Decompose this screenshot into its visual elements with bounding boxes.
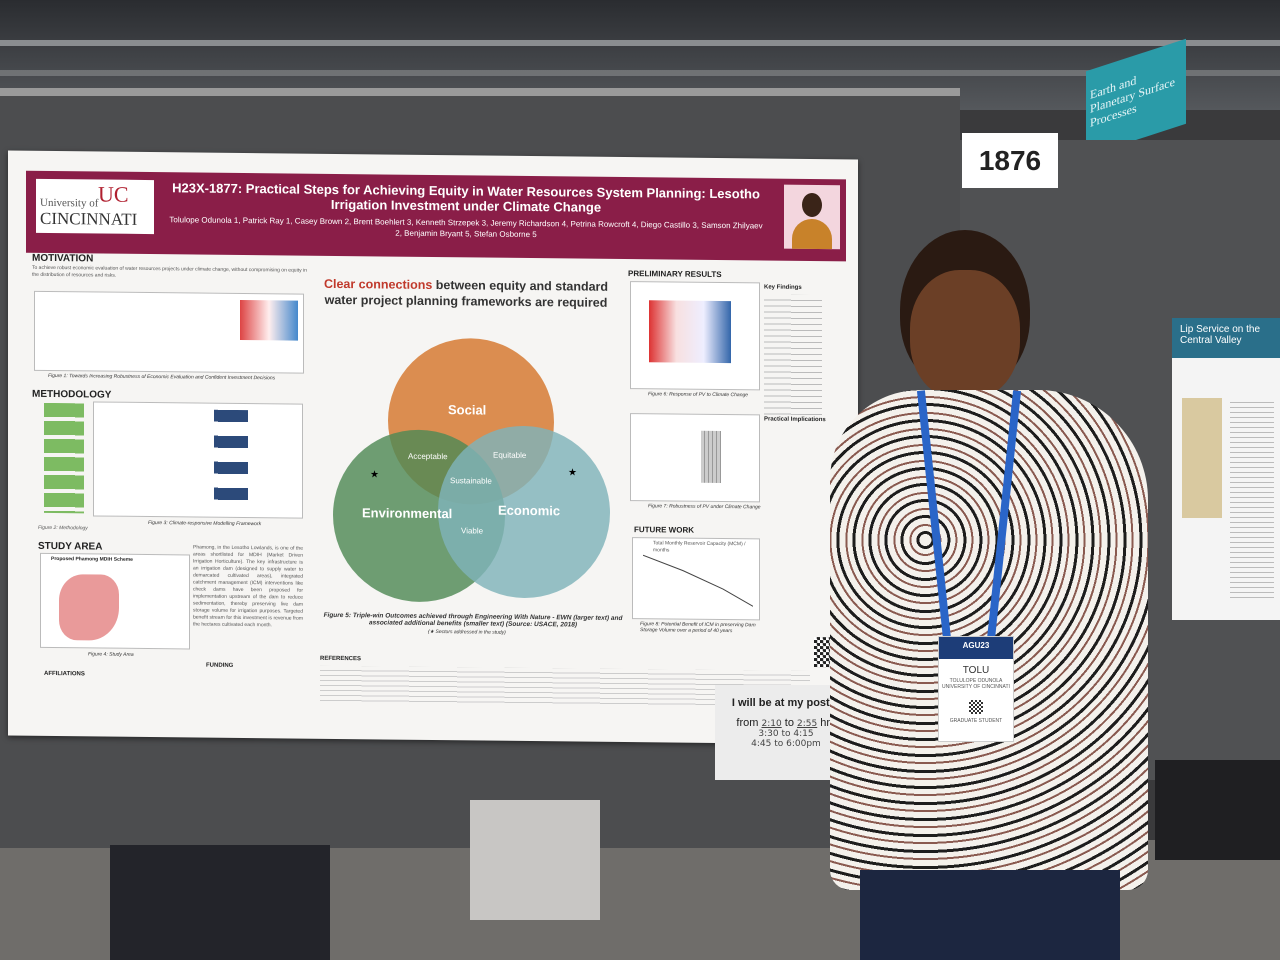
badge-first-name: TOLU xyxy=(962,665,990,676)
map-title: Proposed Phamong MDIH Scheme xyxy=(51,555,133,563)
label-acceptable: Acceptable xyxy=(408,451,448,462)
label-viable: Viable xyxy=(461,526,484,536)
methodology-heading: METHODOLOGY xyxy=(32,388,112,401)
figure-6-caption: Figure 6: Response of PV to Climate Chan… xyxy=(648,391,749,399)
poster-authors: Tolulope Odunola 1, Patrick Ray 1, Casey… xyxy=(169,215,763,240)
figure-1-caption: Figure 1: Towards Increasing Robustness … xyxy=(48,372,276,382)
future-work-heading: FUTURE WORK xyxy=(634,525,694,535)
study-area-map: Proposed Phamong MDIH Scheme xyxy=(40,552,190,650)
poster-title: H23X-1877: Practical Steps for Achieving… xyxy=(172,180,760,215)
figure-6-heatmap xyxy=(649,300,731,364)
preliminary-heading: PRELIMINARY RESULTS xyxy=(628,269,722,280)
logo-line2: CINCINNATI xyxy=(40,208,138,229)
figure-7-caption: Figure 7: Robustness of PV under Climate… xyxy=(648,503,761,511)
badge-organization: UNIVERSITY OF CINCINNATI xyxy=(942,684,1010,690)
figure-3 xyxy=(93,401,303,519)
funding-heading: FUNDING xyxy=(206,662,234,669)
poster-header: UC University of CINCINNATI H23X-1877: P… xyxy=(26,170,846,262)
venn-diagram: Social Environmental Economic Acceptable… xyxy=(328,329,618,603)
presenter-jeans xyxy=(860,870,1120,960)
affiliations-heading: AFFILIATIONS xyxy=(44,670,85,678)
time-slot-3: 4:45 to 6:00pm xyxy=(751,739,821,749)
badge-role: GRADUATE STUDENT xyxy=(949,718,1003,724)
motivation-text: To achieve robust economic evaluation of… xyxy=(32,264,307,279)
methodology-steps xyxy=(44,402,84,514)
figure-4-caption: Figure 4: Study Area xyxy=(88,651,134,658)
label-equitable: Equitable xyxy=(493,450,527,460)
claim-highlight: Clear connections xyxy=(323,276,433,292)
figure-1-heatmap xyxy=(240,299,298,341)
poster: UC University of CINCINNATI H23X-1877: P… xyxy=(8,150,858,745)
star-icon: ★ xyxy=(370,469,379,481)
sign-heading: I will be at my poster xyxy=(731,697,841,709)
passerby-legs xyxy=(470,800,600,920)
map-region xyxy=(59,574,119,641)
figure-3-caption: Figure 3: Climate-responsive Modelling F… xyxy=(148,520,262,528)
end-time: 2:55 xyxy=(797,719,818,729)
passerby-legs xyxy=(1155,760,1280,860)
figure-2-caption: Figure 2: Methodology xyxy=(38,524,88,532)
figure-8-line xyxy=(643,554,753,607)
key-claim: Clear connections between equity and sta… xyxy=(316,276,616,311)
badge-event: AGU23 xyxy=(939,637,1013,659)
figure-5-caption: Figure 5: Triple-win Outcomes achieved t… xyxy=(323,611,623,629)
badge-full-name: TOLULOPE ODUNOLA xyxy=(949,678,1003,684)
neighbor-poster-title: Lip Service on the Central Valley xyxy=(1172,318,1280,358)
figure-8-caption: Figure 8: Potential Benefit of ICM in pr… xyxy=(640,621,756,635)
university-logo: UC University of CINCINNATI xyxy=(36,178,154,235)
presenter-face xyxy=(910,270,1020,400)
ceiling-beam xyxy=(0,70,1280,76)
presenter xyxy=(830,230,1160,960)
time-slot-2: 3:30 to 4:15 xyxy=(758,729,814,739)
name-badge: AGU23 TOLU TOLULOPE ODUNOLA UNIVERSITY O… xyxy=(938,636,1014,742)
ceiling-beam xyxy=(0,40,1280,46)
label-sustainable: Sustainable xyxy=(450,476,492,486)
figure-7 xyxy=(630,413,760,503)
passerby-legs xyxy=(110,845,330,960)
start-time: 2:10 xyxy=(761,719,782,729)
badge-qr-code xyxy=(969,700,983,714)
figure-8: Total Monthly Reservoir Capacity (MCM) /… xyxy=(632,537,760,621)
star-icon: ★ xyxy=(568,467,577,479)
label-environmental: Environmental xyxy=(362,505,453,522)
key-findings-heading: Key Findings xyxy=(764,284,802,291)
model-boxes xyxy=(214,409,248,511)
references-heading: REFERENCES xyxy=(320,655,362,663)
study-area-heading: STUDY AREA xyxy=(38,540,103,553)
practical-heading: Practical Implications xyxy=(764,416,826,424)
figure-6 xyxy=(630,281,760,391)
figure-1 xyxy=(34,290,304,374)
study-area-text: Phamong, in the Lesotho Lowlands, is one… xyxy=(193,544,303,629)
label-economic: Economic xyxy=(498,502,561,519)
venn-note: (★ Sectors addressed in the study) xyxy=(428,628,506,636)
key-findings-text xyxy=(764,294,822,416)
booth-number: 1876 xyxy=(962,133,1058,188)
motivation-heading: MOTIVATION xyxy=(32,252,94,265)
neighbor-poster: Lip Service on the Central Valley xyxy=(1172,318,1280,620)
label-social: Social xyxy=(448,402,487,418)
figure-7-histogram xyxy=(701,430,721,484)
neighbor-text xyxy=(1230,398,1274,598)
from-label: from xyxy=(736,717,759,729)
neighbor-map xyxy=(1182,398,1222,518)
uc-logo-mark: UC xyxy=(98,181,129,207)
to-label: to xyxy=(784,717,794,729)
